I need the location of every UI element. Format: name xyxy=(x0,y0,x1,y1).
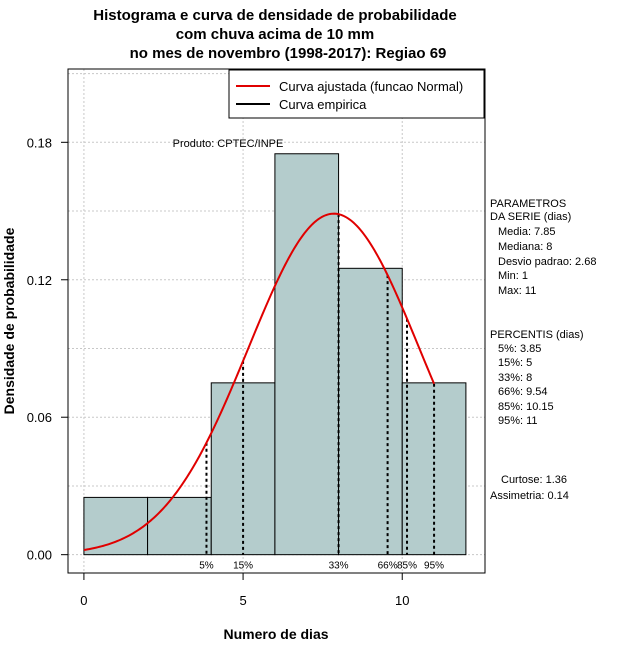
percentile-lines: 5% 15% 33% 66% 85% 95% xyxy=(199,214,444,572)
param-desvio: Desvio padrao: 2.68 xyxy=(498,256,596,268)
legend-label-fitted: Curva ajustada (funcao Normal) xyxy=(279,79,463,94)
percentile-label-3: 66% xyxy=(378,561,398,572)
histogram-bar-1 xyxy=(147,496,212,556)
y-tick-label-2: 0.12 xyxy=(27,273,52,288)
y-tick-label-0: 0.00 xyxy=(27,548,52,563)
side-panel: PARAMETROS DA SERIE (dias) Media: 7.85 M… xyxy=(490,198,596,502)
param-media: Media: 7.85 xyxy=(498,226,555,238)
params-heading-2: DA SERIE (dias) xyxy=(490,211,571,223)
percentil-85: 85%: 10.15 xyxy=(498,401,554,413)
percentil-15: 15%: 5 xyxy=(498,357,532,369)
legend-label-empirical: Curva empirica xyxy=(279,97,367,112)
percentile-label-1: 15% xyxy=(233,561,253,572)
legend: Curva ajustada (funcao Normal) Curva emp… xyxy=(228,69,485,119)
chart-title-line-2: com chuva acima de 10 mm xyxy=(176,26,374,43)
percentis-heading: PERCENTIS (dias) xyxy=(490,329,584,341)
y-tick-label-1: 0.06 xyxy=(27,410,52,425)
chart-title-line-1: Histograma e curva de densidade de proba… xyxy=(93,7,456,24)
histogram-bar-0 xyxy=(83,496,149,556)
param-min: Min: 1 xyxy=(498,270,528,282)
param-mediana: Mediana: 8 xyxy=(498,241,552,253)
legend-box xyxy=(228,69,485,119)
y-axis-title: Densidade de probabilidade xyxy=(1,227,17,414)
percentile-label-0: 5% xyxy=(199,561,214,572)
percentile-label-4: 85% xyxy=(397,561,417,572)
x-axis: 0 5 10 xyxy=(80,572,409,608)
stat-assimetria: Assimetria: 0.14 xyxy=(490,490,569,502)
percentil-95: 95%: 11 xyxy=(498,415,538,427)
percentil-66: 66%: 9.54 xyxy=(498,386,548,398)
histogram-bars xyxy=(83,153,467,556)
percentile-label-2: 33% xyxy=(329,561,349,572)
stat-curtose: Curtose: 1.36 xyxy=(501,474,567,486)
params-heading-1: PARAMETROS xyxy=(490,198,566,210)
y-axis: 0.00 0.06 0.12 0.18 xyxy=(27,135,69,563)
histogram-bar-3 xyxy=(274,153,340,556)
y-tick-label-3: 0.18 xyxy=(27,135,52,150)
param-max: Max: 11 xyxy=(498,285,536,297)
histogram-bar-2 xyxy=(210,382,276,556)
x-axis-title: Numero de dias xyxy=(223,626,328,642)
x-tick-label-1: 5 xyxy=(239,593,246,608)
percentil-33: 33%: 8 xyxy=(498,372,532,384)
chart-title-line-3: no mes de novembro (1998-2017): Regiao 6… xyxy=(130,45,447,62)
histogram-bar-4 xyxy=(338,267,403,556)
normal-fit-curve xyxy=(83,212,435,551)
x-tick-label-0: 0 xyxy=(80,593,87,608)
percentile-label-5: 95% xyxy=(424,561,444,572)
percentil-5: 5%: 3.85 xyxy=(498,343,541,355)
source-note: Produto: CPTEC/INPE xyxy=(173,138,284,150)
x-tick-label-2: 10 xyxy=(395,593,409,608)
